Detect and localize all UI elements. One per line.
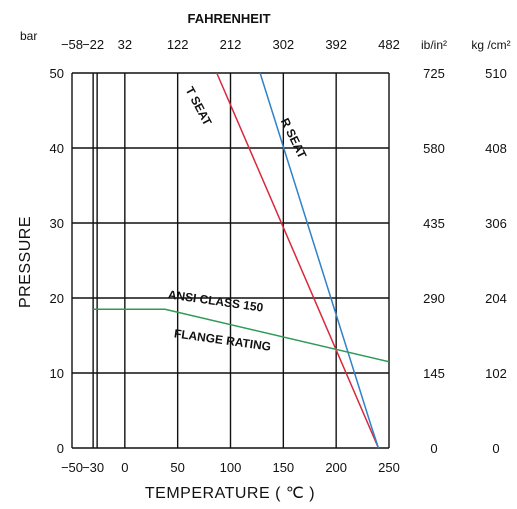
series-line bbox=[93, 308, 390, 363]
rating-curves bbox=[93, 72, 390, 449]
y-tick-label: 10 bbox=[50, 366, 64, 381]
top-tick-label: 32 bbox=[118, 37, 132, 52]
top-tick-label: 212 bbox=[220, 37, 242, 52]
tick-labels: −50−58−30−220325012210021215030220039225… bbox=[50, 37, 507, 475]
y-axis-title: PRESSURE bbox=[17, 216, 34, 308]
x-tick-label: −30 bbox=[82, 460, 104, 475]
x-axis-title: TEMPERATURE ( ℃ ) bbox=[145, 485, 315, 502]
r-seat-label: R SEAT bbox=[278, 116, 310, 161]
x-tick-label: 100 bbox=[220, 460, 242, 475]
psi-tick-label: 580 bbox=[423, 141, 445, 156]
series-line bbox=[259, 72, 380, 449]
psi-tick-label: 290 bbox=[423, 291, 445, 306]
y-tick-label: 20 bbox=[50, 291, 64, 306]
y-tick-label: 30 bbox=[50, 216, 64, 231]
kgcm-tick-label: 306 bbox=[485, 216, 507, 231]
kgcm-tick-label: 0 bbox=[492, 441, 499, 456]
t-seat-label: T SEAT bbox=[183, 84, 215, 128]
top-tick-label: 302 bbox=[272, 37, 294, 52]
x-tick-label: 200 bbox=[325, 460, 347, 475]
kgcm-tick-label: 204 bbox=[485, 291, 507, 306]
right-unit-psi: ib/in² bbox=[421, 38, 447, 52]
top-tick-label: 392 bbox=[325, 37, 347, 52]
ansi-label-line1: ANSI CLASS 150 bbox=[167, 287, 264, 314]
right-unit-kgcm: kg /cm² bbox=[471, 38, 510, 52]
psi-tick-label: 725 bbox=[423, 66, 445, 81]
top-tick-label: 122 bbox=[167, 37, 189, 52]
top-tick-label: 482 bbox=[378, 37, 400, 52]
y-tick-label: 0 bbox=[57, 441, 64, 456]
x-tick-label: 50 bbox=[170, 460, 184, 475]
series-line bbox=[216, 72, 380, 449]
grid-lines bbox=[71, 72, 390, 449]
top-tick-label: −22 bbox=[82, 37, 104, 52]
y-tick-label: 50 bbox=[50, 66, 64, 81]
kgcm-tick-label: 408 bbox=[485, 141, 507, 156]
top-left-unit: bar bbox=[20, 29, 37, 43]
x-tick-label: 150 bbox=[272, 460, 294, 475]
x-tick-label: 250 bbox=[378, 460, 400, 475]
psi-tick-label: 435 bbox=[423, 216, 445, 231]
y-tick-label: 40 bbox=[50, 141, 64, 156]
psi-tick-label: 0 bbox=[430, 441, 437, 456]
x-tick-label: 0 bbox=[121, 460, 128, 475]
kgcm-tick-label: 102 bbox=[485, 366, 507, 381]
top-tick-label: −58 bbox=[61, 37, 83, 52]
psi-tick-label: 145 bbox=[423, 366, 445, 381]
x-tick-label: −50 bbox=[61, 460, 83, 475]
top-axis-title: FAHRENHEIT bbox=[187, 11, 270, 26]
kgcm-tick-label: 510 bbox=[485, 66, 507, 81]
